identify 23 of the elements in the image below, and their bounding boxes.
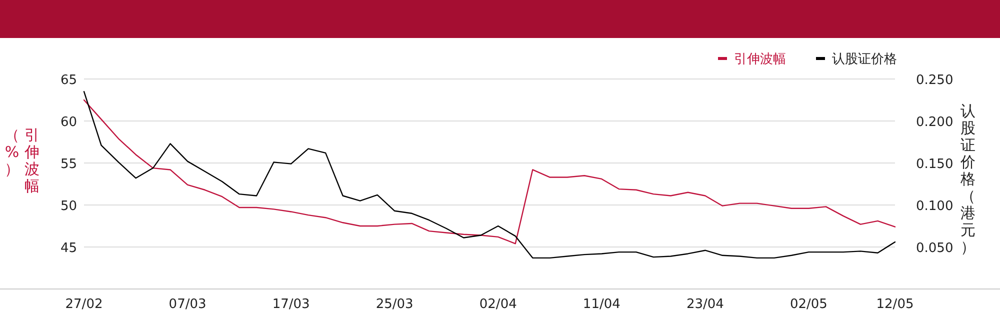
ylabel: 引伸波幅（%） xyxy=(4,126,40,195)
x-tick-label: 25/03 xyxy=(376,297,414,312)
y-tick-label: 55 xyxy=(60,157,77,172)
x-tick-label: 11/04 xyxy=(582,297,620,312)
x-tick-label: 17/03 xyxy=(272,297,310,312)
y2-tick-label: 0.150 xyxy=(916,157,954,172)
y2-tick-label: 0.050 xyxy=(916,241,954,256)
y-tick-label: 65 xyxy=(60,73,77,88)
legend-label: 认股证价格 xyxy=(832,52,897,67)
y2label: 认股证价格（港元） xyxy=(960,102,976,256)
x-tick-label: 07/03 xyxy=(168,297,206,312)
y-tick-label: 45 xyxy=(60,241,77,256)
y2-tick-label: 0.100 xyxy=(916,199,954,214)
x-tick-label: 23/04 xyxy=(686,297,724,312)
x-tick-label: 02/05 xyxy=(790,297,828,312)
x-tick-label: 02/04 xyxy=(479,297,517,312)
y-tick-label: 50 xyxy=(60,199,77,214)
y-tick-label: 60 xyxy=(60,115,77,130)
x-tick-label: 27/02 xyxy=(65,297,103,312)
y2-tick-label: 0.250 xyxy=(916,73,954,88)
y2-tick-label: 0.200 xyxy=(916,115,954,130)
x-tick-label: 12/05 xyxy=(876,297,914,312)
legend-label: 引伸波幅 xyxy=(734,52,786,67)
